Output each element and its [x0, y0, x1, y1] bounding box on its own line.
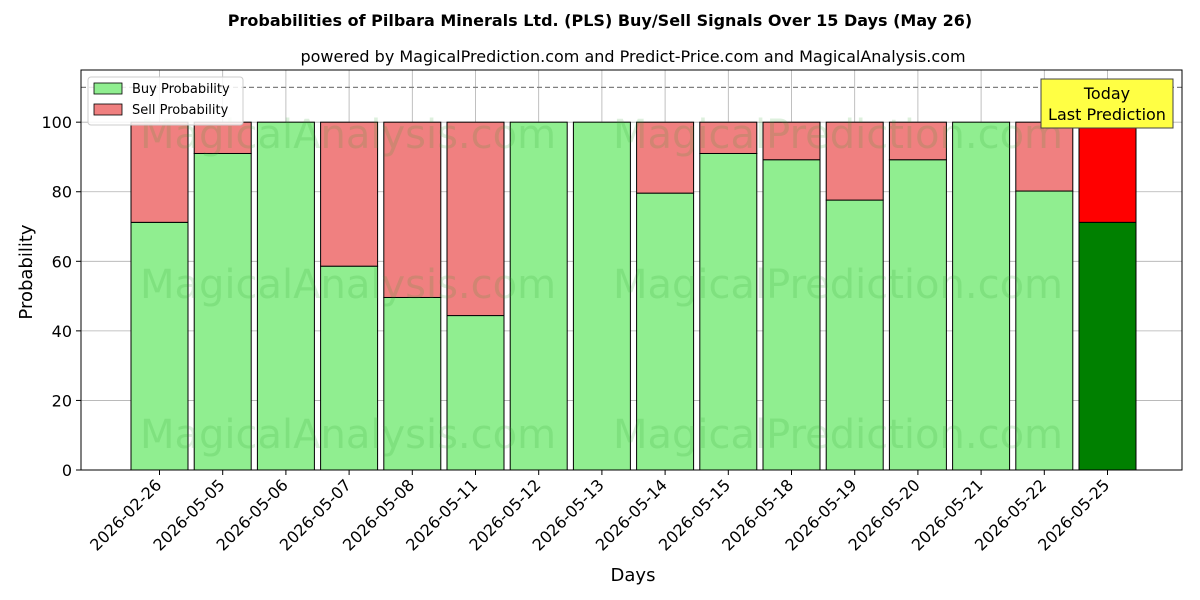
y-tick-label-3: 60	[52, 252, 72, 271]
bar-sell-2026-05-18	[762, 121, 821, 161]
legend: Buy Probability Sell Probability	[87, 76, 244, 126]
legend-label-buy: Buy Probability	[132, 82, 230, 97]
chart-title: Probabilities of Pilbara Minerals Ltd. (…	[228, 11, 972, 30]
watermark-analysis-2: MagicalAnalysis.com	[140, 412, 556, 458]
bar-sell-2026-05-20	[888, 121, 947, 161]
bar-sell-2026-05-07	[320, 121, 379, 267]
bar-buy-2026-05-19	[825, 199, 884, 471]
watermark-prediction-0: MagicalPrediction.com	[613, 112, 1063, 158]
bar-buy-2026-05-07	[320, 265, 379, 471]
today-annotation: Today Last Prediction	[1040, 78, 1174, 129]
bar-sell-2026-05-25	[1078, 121, 1137, 223]
bar-sell-2026-05-22	[1015, 121, 1074, 192]
legend-swatch-sell	[93, 103, 123, 116]
y-axis-label: Probability	[16, 224, 37, 319]
watermark-prediction-1: MagicalPrediction.com	[613, 262, 1063, 308]
bar-buy-2026-05-05	[193, 152, 252, 471]
bar-sell-2026-02-26	[130, 121, 189, 223]
bar-sell-2026-05-15	[699, 121, 758, 154]
bar-sell-2026-05-11	[446, 121, 505, 317]
y-tick-label-5: 100	[41, 113, 72, 132]
annotation-line-2: Last Prediction	[1048, 105, 1166, 124]
legend-swatch-buy	[93, 82, 123, 95]
watermark-analysis-1: MagicalAnalysis.com	[140, 262, 556, 308]
bar-buy-2026-05-13	[572, 121, 631, 471]
bar-buy-2026-05-21	[952, 121, 1011, 471]
annotation-line-1: Today	[1083, 84, 1130, 103]
x-axis-ticks: 2026-02-262026-05-052026-05-062026-05-07…	[86, 470, 1113, 555]
x-axis-label: Days	[611, 565, 656, 586]
bar-buy-2026-05-25	[1078, 221, 1137, 471]
plot-frame	[80, 69, 1183, 471]
legend-box	[87, 76, 244, 126]
y-tick-label-1: 20	[52, 391, 72, 410]
watermark-prediction-2: MagicalPrediction.com	[613, 412, 1063, 458]
legend-label-sell: Sell Probability	[132, 103, 229, 118]
bar-buy-2026-05-06	[256, 121, 315, 471]
bar-buy-2026-05-14	[636, 192, 695, 471]
bar-sell-2026-05-08	[383, 121, 442, 298]
bar-buy-2026-05-11	[446, 315, 505, 471]
bar-buy-2026-05-15	[699, 152, 758, 471]
bars	[130, 121, 1137, 471]
bar-sell-2026-05-19	[825, 121, 884, 201]
bar-buy-2026-05-18	[762, 159, 821, 471]
y-axis-ticks: 0 20 40 60 80 100	[41, 113, 81, 480]
y-tick-label-0: 0	[62, 461, 72, 480]
annotation-box	[1040, 78, 1174, 129]
y-tick-label-2: 40	[52, 322, 72, 341]
chart-subtitle: powered by MagicalPrediction.com and Pre…	[300, 47, 965, 66]
bar-buy-2026-05-22	[1015, 190, 1074, 471]
bar-sell-2026-05-14	[636, 121, 695, 194]
y-tick-label-4: 80	[52, 183, 72, 202]
bar-buy-2026-05-12	[509, 121, 568, 471]
bar-buy-2026-05-20	[888, 159, 947, 471]
